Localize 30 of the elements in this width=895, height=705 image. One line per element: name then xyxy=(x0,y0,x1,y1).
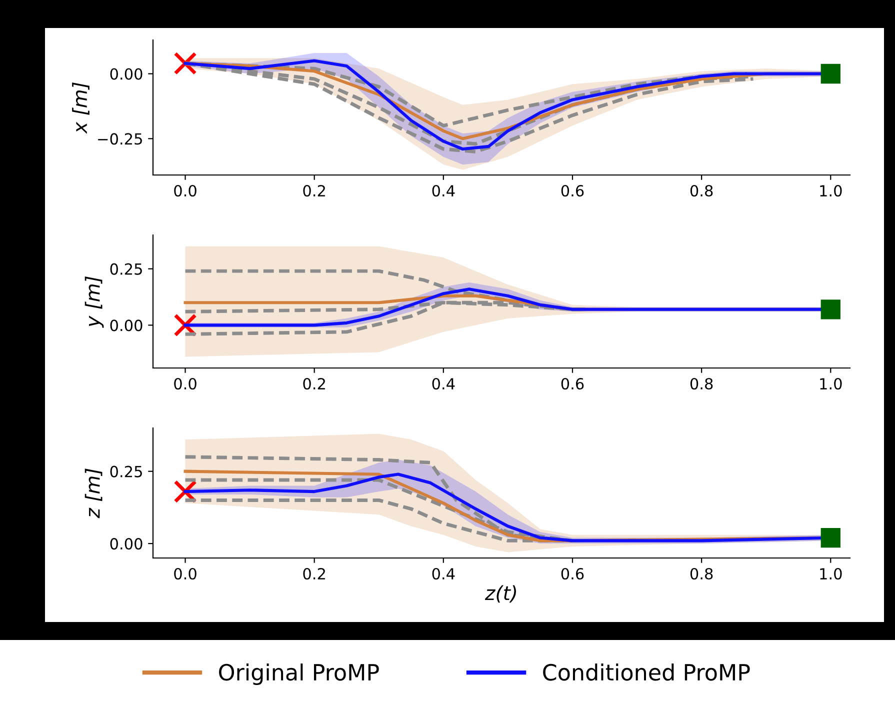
y-tick-label: 0.00 xyxy=(110,538,142,550)
y-axis-title: x [m] xyxy=(72,82,90,134)
y-tick-label: 0.25 xyxy=(110,466,142,478)
y-tick-label: −0.25 xyxy=(98,133,142,145)
y-tick-label: 0.25 xyxy=(110,263,142,275)
x-tick-label: 0.8 xyxy=(690,378,713,390)
x-tick-label: 0.6 xyxy=(561,568,584,580)
x-tick-label: 0.0 xyxy=(174,568,196,580)
x-tick-label: 0.8 xyxy=(690,184,713,197)
x-tick-label: 0.4 xyxy=(432,568,455,580)
x-tick-label: 0.6 xyxy=(561,184,584,197)
y-tick-label: 0.00 xyxy=(110,320,142,332)
x-tick-label: 1.0 xyxy=(820,568,842,580)
x-axis-title: z(t) xyxy=(484,585,516,603)
x-tick-label: 0.2 xyxy=(303,378,325,390)
x-tick-label: 1.0 xyxy=(820,378,842,390)
legend-label: Original ProMP xyxy=(219,663,379,685)
y-axis-title: y [m] xyxy=(84,276,104,328)
y-axis-title: z [m] xyxy=(84,468,102,518)
legend-label: Conditioned ProMP xyxy=(543,663,750,681)
x-tick-label: 0.4 xyxy=(432,378,455,390)
x-tick-label: 0.0 xyxy=(174,184,196,197)
x-tick-label: 0.6 xyxy=(561,378,584,390)
x-tick-label: 0.0 xyxy=(174,378,196,390)
x-tick-label: 0.2 xyxy=(303,184,325,197)
y-tick-label: 0.00 xyxy=(110,68,142,80)
x-tick-label: 1.0 xyxy=(820,184,842,197)
x-tick-label: 0.4 xyxy=(432,184,455,197)
x-tick-label: 0.8 xyxy=(690,568,713,580)
x-tick-label: 0.2 xyxy=(303,568,325,580)
